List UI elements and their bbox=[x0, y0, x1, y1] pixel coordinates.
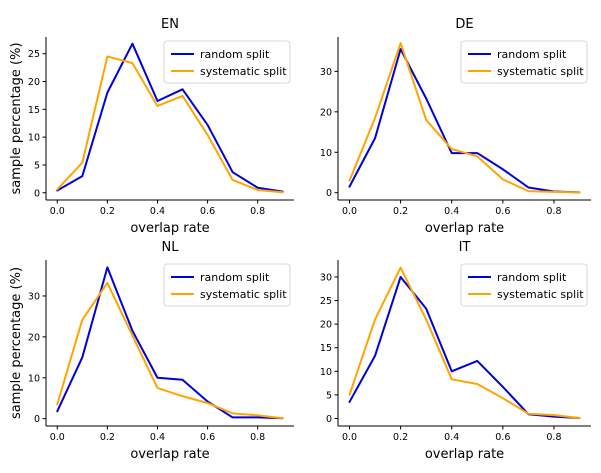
panel-en: 0.0 0.2 0.4 0.6 0.8 0 5 10 15 20 25 EN overlap rate s… bbox=[9, 17, 294, 236]
x-tick-label: 0.4 bbox=[150, 206, 165, 217]
panel-title: EN bbox=[161, 17, 179, 32]
legend-label: systematic split bbox=[497, 65, 584, 78]
y-tick-label: 10 bbox=[28, 133, 40, 144]
y-tick-label: 30 bbox=[320, 67, 332, 78]
legend-box bbox=[163, 40, 291, 84]
panel-title: DE bbox=[455, 17, 473, 32]
y-tick-label: 10 bbox=[320, 148, 332, 159]
y-tick-label: 0 bbox=[326, 414, 332, 425]
x-tick-label: 0.0 bbox=[50, 206, 65, 217]
legend-box bbox=[460, 263, 588, 307]
x-tick-label: 0.0 bbox=[342, 432, 357, 443]
y-tick-label: 0 bbox=[34, 414, 40, 425]
series-line-systematic-split bbox=[56, 55, 284, 194]
legend-label: random split bbox=[497, 48, 567, 61]
legend-label: systematic split bbox=[200, 65, 287, 78]
legend-label: random split bbox=[200, 271, 270, 284]
x-tick-label: 0.6 bbox=[200, 206, 215, 217]
legend-label: systematic split bbox=[200, 288, 287, 301]
panel-title: NL bbox=[162, 240, 180, 255]
y-tick-label: 15 bbox=[320, 343, 332, 354]
legend: random split systematic split bbox=[163, 263, 291, 307]
y-tick-label: 5 bbox=[34, 160, 40, 171]
legend-label: systematic split bbox=[497, 288, 584, 301]
y-tick-label: 25 bbox=[320, 296, 332, 307]
x-tick-label: 0.0 bbox=[50, 432, 65, 443]
x-tick-label: 0.2 bbox=[100, 206, 115, 217]
legend-label: random split bbox=[200, 48, 270, 61]
legend: random split systematic split bbox=[460, 263, 588, 307]
x-axis-label: overlap rate bbox=[425, 447, 504, 462]
panel-title: IT bbox=[459, 240, 471, 255]
series-line-systematic-split bbox=[348, 266, 581, 419]
x-tick-label: 0.4 bbox=[444, 206, 459, 217]
x-tick-label: 0.8 bbox=[250, 432, 265, 443]
y-tick-label: 30 bbox=[28, 291, 40, 302]
x-tick-label: 0.0 bbox=[342, 206, 357, 217]
x-tick-label: 0.8 bbox=[250, 206, 265, 217]
series-line-systematic-split bbox=[56, 281, 284, 420]
series-line-random-split bbox=[56, 266, 284, 420]
y-tick-label: 25 bbox=[28, 49, 40, 60]
y-tick-label: 10 bbox=[28, 373, 40, 384]
y-tick-label: 20 bbox=[320, 320, 332, 331]
x-axis-label: overlap rate bbox=[130, 447, 209, 462]
x-tick-label: 0.6 bbox=[495, 432, 510, 443]
x-tick-label: 0.8 bbox=[546, 206, 561, 217]
y-tick-label: 20 bbox=[28, 332, 40, 343]
y-tick-label: 0 bbox=[326, 188, 332, 199]
x-tick-label: 0.2 bbox=[393, 206, 408, 217]
y-tick-label: 0 bbox=[34, 188, 40, 199]
x-axis-label: overlap rate bbox=[130, 221, 209, 236]
series-line-random-split bbox=[56, 42, 284, 193]
y-tick-label: 10 bbox=[320, 367, 332, 378]
x-tick-label: 0.6 bbox=[495, 206, 510, 217]
y-tick-label: 20 bbox=[28, 77, 40, 88]
x-tick-label: 0.8 bbox=[546, 432, 561, 443]
x-tick-label: 0.2 bbox=[100, 432, 115, 443]
x-axis-label: overlap rate bbox=[425, 221, 504, 236]
legend: random split systematic split bbox=[460, 40, 588, 84]
y-tick-label: 15 bbox=[28, 105, 40, 116]
y-axis-label: sample percentage (%) bbox=[9, 42, 24, 194]
x-tick-label: 0.6 bbox=[200, 432, 215, 443]
y-tick-label: 5 bbox=[326, 390, 332, 401]
legend-label: random split bbox=[497, 271, 567, 284]
legend: random split systematic split bbox=[163, 40, 291, 84]
legend-box bbox=[163, 263, 291, 307]
y-tick-label: 20 bbox=[320, 107, 332, 118]
panel-de: 0.0 0.2 0.4 0.6 0.8 0 10 20 30 DE overlap rate rand… bbox=[320, 17, 591, 236]
x-tick-label: 0.4 bbox=[150, 432, 165, 443]
legend-box bbox=[460, 40, 588, 84]
panel-nl: 0.0 0.2 0.4 0.6 0.8 0 10 20 30 NL overlap rate samp… bbox=[9, 240, 294, 462]
series-line-systematic-split bbox=[348, 42, 581, 194]
y-tick-label: 30 bbox=[320, 272, 332, 283]
y-axis-label: sample percentage (%) bbox=[9, 267, 24, 419]
x-tick-label: 0.2 bbox=[393, 432, 408, 443]
x-tick-label: 0.4 bbox=[444, 432, 459, 443]
panel-it: 0.0 0.2 0.4 0.6 0.8 0 5 10 15 20 25 30 IT overlap rat… bbox=[320, 240, 591, 462]
